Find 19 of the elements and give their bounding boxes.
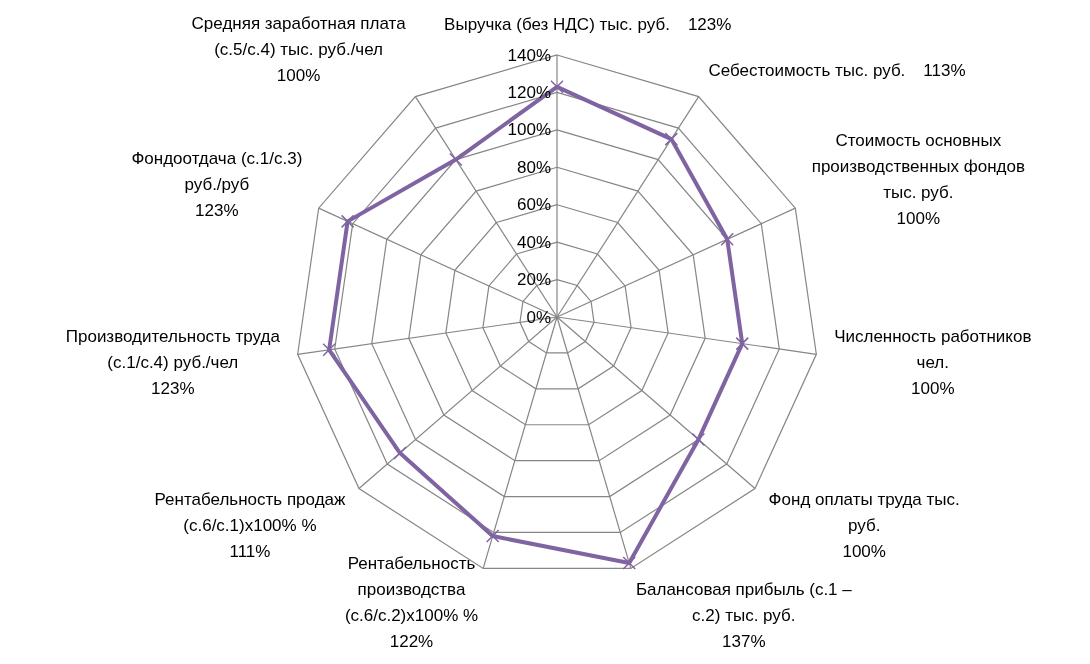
y-tick-label: 20% [516, 270, 551, 290]
spoke-label: Производительность труда (с.1/с.4) руб./чел 123% [65, 326, 281, 398]
spoke-label: Рентабельность производства (с.6/с.2)х100% % 122% [344, 553, 479, 651]
spoke-label: Фонд оплаты труда тыс. руб. 100% [768, 490, 960, 562]
spoke-label: Выручка (без НДС) тыс. руб. 123% [444, 14, 732, 34]
y-tick-label: 80% [516, 157, 551, 177]
spoke-label: Средняя заработная плата (с.5/с.4) тыс. руб./чел 100% [191, 13, 407, 85]
y-tick-label: 100% [507, 120, 551, 140]
spoke-label: Себестоимость тыс. руб. 113% [708, 61, 966, 81]
spoke-label: Стоимость основных производственных фондов тыс. руб. 100% [811, 130, 1025, 228]
spoke-label: Балансовая прибыль (с.1 – с.2) тыс. руб. 137% [635, 579, 853, 651]
y-tick-label: 140% [507, 45, 551, 65]
y-tick-label: 60% [516, 195, 551, 215]
y-tick-label: 0% [526, 307, 551, 327]
y-tick-label: 120% [507, 82, 551, 102]
spoke-label: Численность работников чел. 100% [834, 326, 1032, 398]
y-tick-label: 40% [516, 232, 551, 252]
spoke-label: Рентабельность продаж (с.6/с.1)х100% % 111% [154, 490, 347, 562]
spoke-label: Фондоотдача (с.1/с.3) руб./руб 123% [131, 148, 303, 220]
